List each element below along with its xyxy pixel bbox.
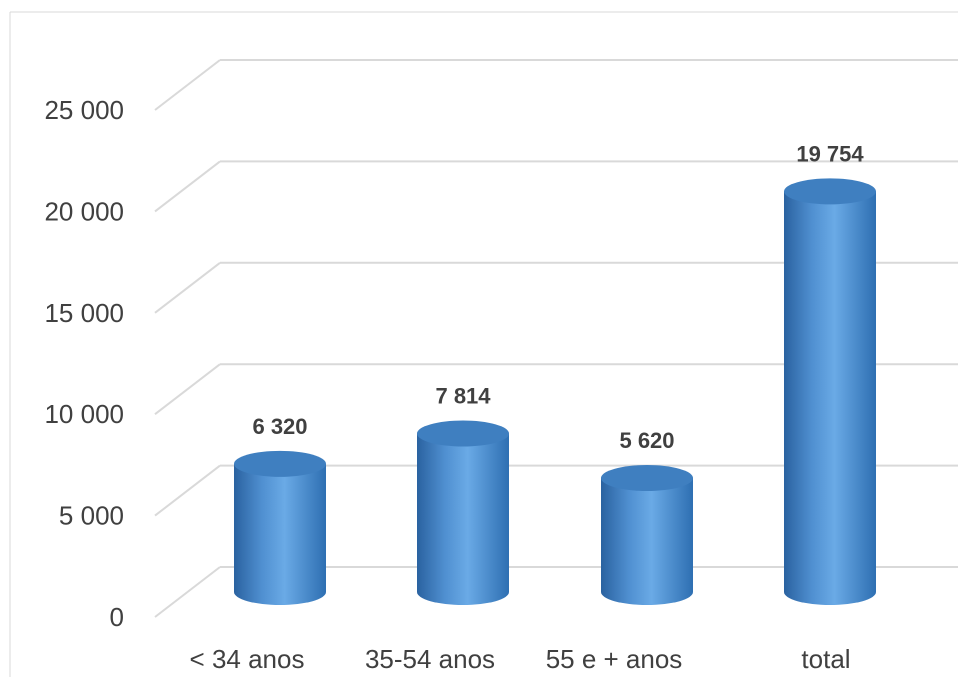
y-tick-label: 20 000	[44, 196, 124, 226]
bar	[784, 178, 876, 605]
data-labels: 6 320 7 814 5 620 19 754	[252, 141, 864, 453]
y-tick-label: 10 000	[44, 399, 124, 429]
gridline-diagonal	[154, 363, 221, 415]
bar-top	[417, 420, 509, 447]
bar-top	[234, 450, 326, 477]
y-tick-label: 0	[110, 602, 124, 632]
x-axis-categories: < 34 anos 35-54 anos 55 e + anos total	[190, 644, 851, 674]
x-category-label: 55 e + anos	[546, 644, 683, 674]
gridline	[154, 59, 958, 111]
bar-body	[417, 433, 509, 605]
data-label: 19 754	[796, 141, 864, 166]
bar-body	[601, 478, 693, 605]
gridline-diagonal	[154, 59, 221, 111]
bar	[417, 420, 509, 605]
y-axis-ticks: 0 5 000 10 000 15 000 20 000 25 000	[44, 95, 124, 632]
x-category-label: 35-54 anos	[365, 644, 495, 674]
gridline-diagonal	[154, 262, 221, 314]
gridline-diagonal	[154, 566, 221, 618]
bars	[234, 178, 876, 605]
y-tick-label: 25 000	[44, 95, 124, 125]
data-label: 6 320	[252, 414, 307, 439]
bar-body	[784, 191, 876, 605]
data-label: 7 814	[435, 384, 491, 409]
bar	[601, 465, 693, 605]
gridline-diagonal	[154, 160, 221, 213]
gridline-diagonal	[154, 464, 221, 517]
bar	[234, 450, 326, 605]
y-tick-label: 5 000	[59, 501, 124, 531]
bar-top	[784, 178, 876, 205]
x-category-label: total	[801, 644, 850, 674]
y-tick-label: 15 000	[44, 298, 124, 328]
bar-body	[234, 463, 326, 605]
gridline	[154, 160, 958, 213]
data-label: 5 620	[619, 428, 674, 453]
x-category-label: < 34 anos	[190, 644, 305, 674]
bar-top	[601, 465, 693, 492]
